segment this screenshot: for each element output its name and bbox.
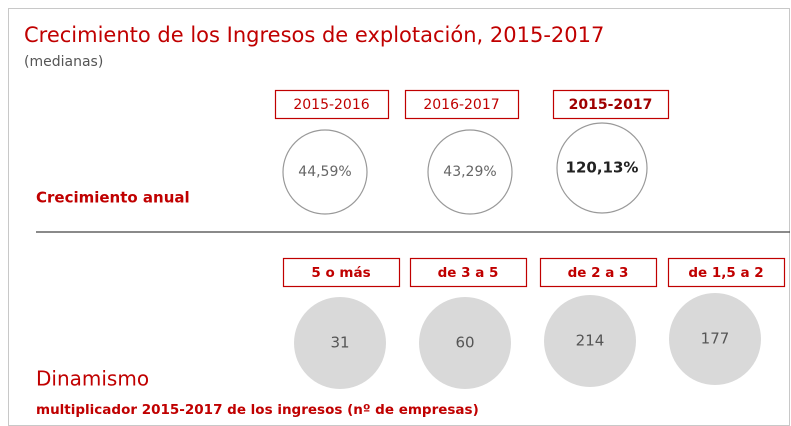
range-label: de 3 a 5 xyxy=(438,265,499,281)
count-circle xyxy=(669,293,761,385)
range-label: de 1,5 a 2 xyxy=(688,265,763,281)
count-value: 214 xyxy=(576,332,605,350)
range-box xyxy=(667,257,786,288)
frame xyxy=(8,8,790,426)
range-label: 5 o más xyxy=(311,265,370,281)
period-label: 2016-2017 xyxy=(423,97,499,113)
period-box xyxy=(404,89,520,120)
count-circle xyxy=(419,297,511,389)
growth-value: 43,29% xyxy=(443,164,496,180)
subtitle: (medianas) xyxy=(24,54,103,70)
count-circle xyxy=(294,297,386,389)
growth-value: 44,59% xyxy=(298,164,351,180)
count-value: 60 xyxy=(455,334,474,352)
count-value: 31 xyxy=(330,334,349,352)
period-label: 2015-2017 xyxy=(569,97,653,113)
count-circle xyxy=(544,295,636,387)
dynamism-title: Dinamismo xyxy=(36,367,149,391)
range-box xyxy=(409,257,528,288)
range-box xyxy=(539,257,658,288)
dynamism-note: multiplicador 2015-2017 de los ingresos … xyxy=(36,402,479,418)
period-box xyxy=(274,89,390,120)
growth-circle xyxy=(427,129,513,215)
title: Crecimiento de los Ingresos de explotaci… xyxy=(24,23,604,47)
range-box xyxy=(282,257,401,288)
growth-value: 120,13% xyxy=(566,159,639,177)
growth-circle xyxy=(282,129,368,215)
range-label: de 2 a 3 xyxy=(568,265,629,281)
period-label: 2015-2016 xyxy=(293,97,369,113)
period-box xyxy=(552,89,670,120)
growth-circle xyxy=(556,122,648,214)
growth-label: Crecimiento anual xyxy=(36,189,190,207)
count-value: 177 xyxy=(701,330,730,348)
